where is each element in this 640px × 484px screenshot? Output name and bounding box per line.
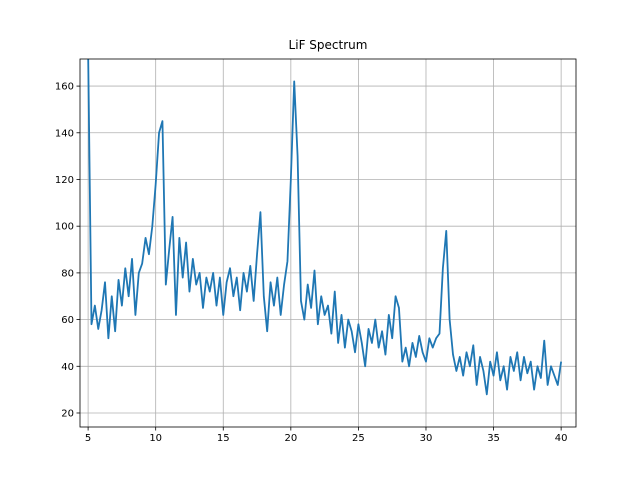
y-tick-label: 20 [61, 408, 74, 419]
x-tick-label: 15 [217, 433, 230, 444]
x-tick-label: 20 [284, 433, 297, 444]
y-tick-label: 80 [61, 268, 74, 279]
plot-area [87, 59, 563, 396]
grid [80, 59, 576, 427]
x-tick-label: 5 [85, 433, 91, 444]
y-tick-label: 60 [61, 315, 74, 326]
data-line [87, 59, 563, 396]
x-tick-label: 35 [487, 433, 500, 444]
y-tick-label: 40 [61, 362, 74, 373]
chart-title: LiF Spectrum [289, 38, 368, 52]
x-tick-label: 25 [352, 433, 365, 444]
y-tick-label: 160 [55, 82, 74, 93]
x-tick-label: 30 [420, 433, 433, 444]
x-tick-label: 40 [555, 433, 568, 444]
y-tick-label: 120 [55, 175, 74, 186]
y-tick-label: 100 [55, 222, 74, 233]
ticks: 5 10 15 20 25 30 35 40 20 40 60 80 100 120 140 160 [55, 82, 568, 444]
axes-frame [79, 58, 577, 428]
x-tick-label: 10 [149, 433, 162, 444]
y-tick-label: 140 [55, 128, 74, 139]
